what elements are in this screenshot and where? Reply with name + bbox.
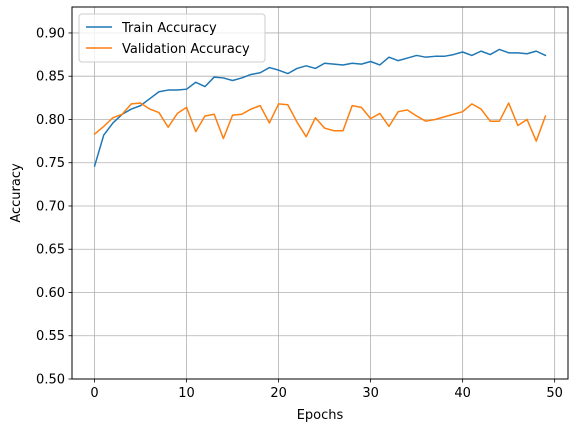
x-tick-label: 20 (270, 386, 287, 401)
y-tick-label: 0.50 (36, 373, 65, 388)
series-layer (93, 48, 547, 167)
y-axis-label: Accuracy (9, 163, 24, 223)
x-tick-label: 0 (90, 386, 98, 401)
x-tick-label: 50 (546, 386, 563, 401)
y-axis-ticks: 0.50 0.55 0.60 0.65 0.70 0.75 0.80 0.85 0.90 (36, 26, 72, 388)
grid-lines (72, 7, 568, 380)
plot-frame (71, 6, 569, 380)
legend-label-validation: Validation Accuracy (122, 42, 250, 57)
x-tick-label: 30 (362, 386, 379, 401)
x-tick-label: 40 (454, 386, 471, 401)
series-line-train (93, 48, 547, 167)
y-tick-label: 0.55 (36, 329, 65, 344)
y-tick-label: 0.60 (36, 286, 65, 301)
y-tick-label: 0.70 (36, 199, 65, 214)
legend-label-train: Train Accuracy (121, 21, 217, 36)
legend-box (78, 13, 266, 63)
y-tick-label: 0.80 (36, 113, 65, 128)
x-axis-ticks: 0 10 20 30 40 50 (90, 379, 563, 401)
x-tick-label: 10 (178, 386, 195, 401)
y-tick-label: 0.75 (36, 156, 65, 171)
series-line-validation (93, 102, 547, 142)
y-tick-label: 0.65 (36, 243, 65, 258)
x-axis-label: Epochs (297, 408, 344, 423)
y-tick-label: 0.85 (36, 70, 65, 85)
y-tick-label: 0.90 (36, 26, 65, 41)
legend: Train Accuracy Validation Accuracy (78, 13, 266, 63)
